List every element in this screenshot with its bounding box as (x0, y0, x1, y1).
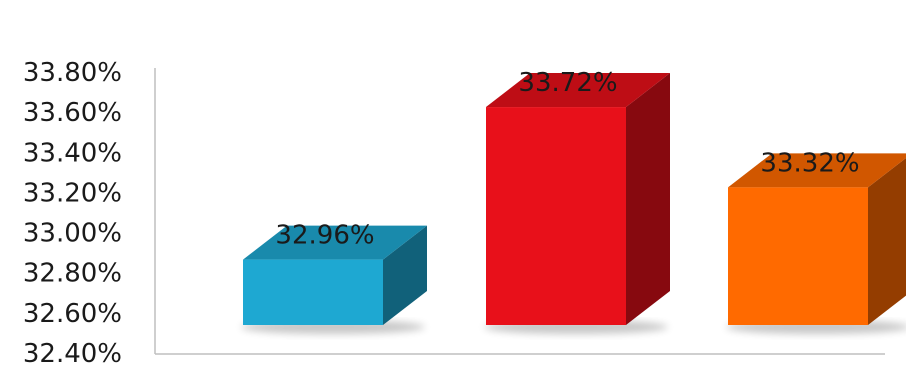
y-tick-label: 33.00% (23, 219, 122, 249)
y-tick-label: 33.40% (23, 138, 122, 168)
bar-front-face (486, 107, 626, 325)
data-labels: 32.96% 33.72% 33.32% (275, 68, 859, 251)
data-label: 32.96% (275, 221, 374, 251)
data-label: 33.32% (760, 148, 859, 178)
y-tick-label: 33.60% (23, 98, 122, 128)
y-tick-label: 32.80% (23, 259, 122, 289)
bar-top-face (728, 153, 906, 188)
bar-top-face (486, 73, 670, 108)
bar (486, 73, 670, 325)
y-tick-label: 33.80% (23, 58, 122, 88)
bar (243, 225, 427, 325)
bar-side-face (626, 73, 670, 325)
bar-top-face (243, 225, 427, 260)
bar-front-face (243, 259, 383, 325)
data-label: 33.72% (518, 68, 617, 98)
bar (728, 153, 906, 325)
bar-front-face (728, 187, 868, 325)
y-tick-label: 32.60% (23, 299, 122, 329)
y-tick-label: 33.20% (23, 178, 122, 208)
bar-side-face (383, 225, 427, 325)
bar-side-face (868, 157, 906, 325)
y-axis: 32.40% 32.60% 32.80% 33.00% 33.20% 33.40% 33.6… (23, 58, 156, 369)
y-tick-label: 32.40% (23, 339, 122, 369)
bars (243, 73, 906, 325)
